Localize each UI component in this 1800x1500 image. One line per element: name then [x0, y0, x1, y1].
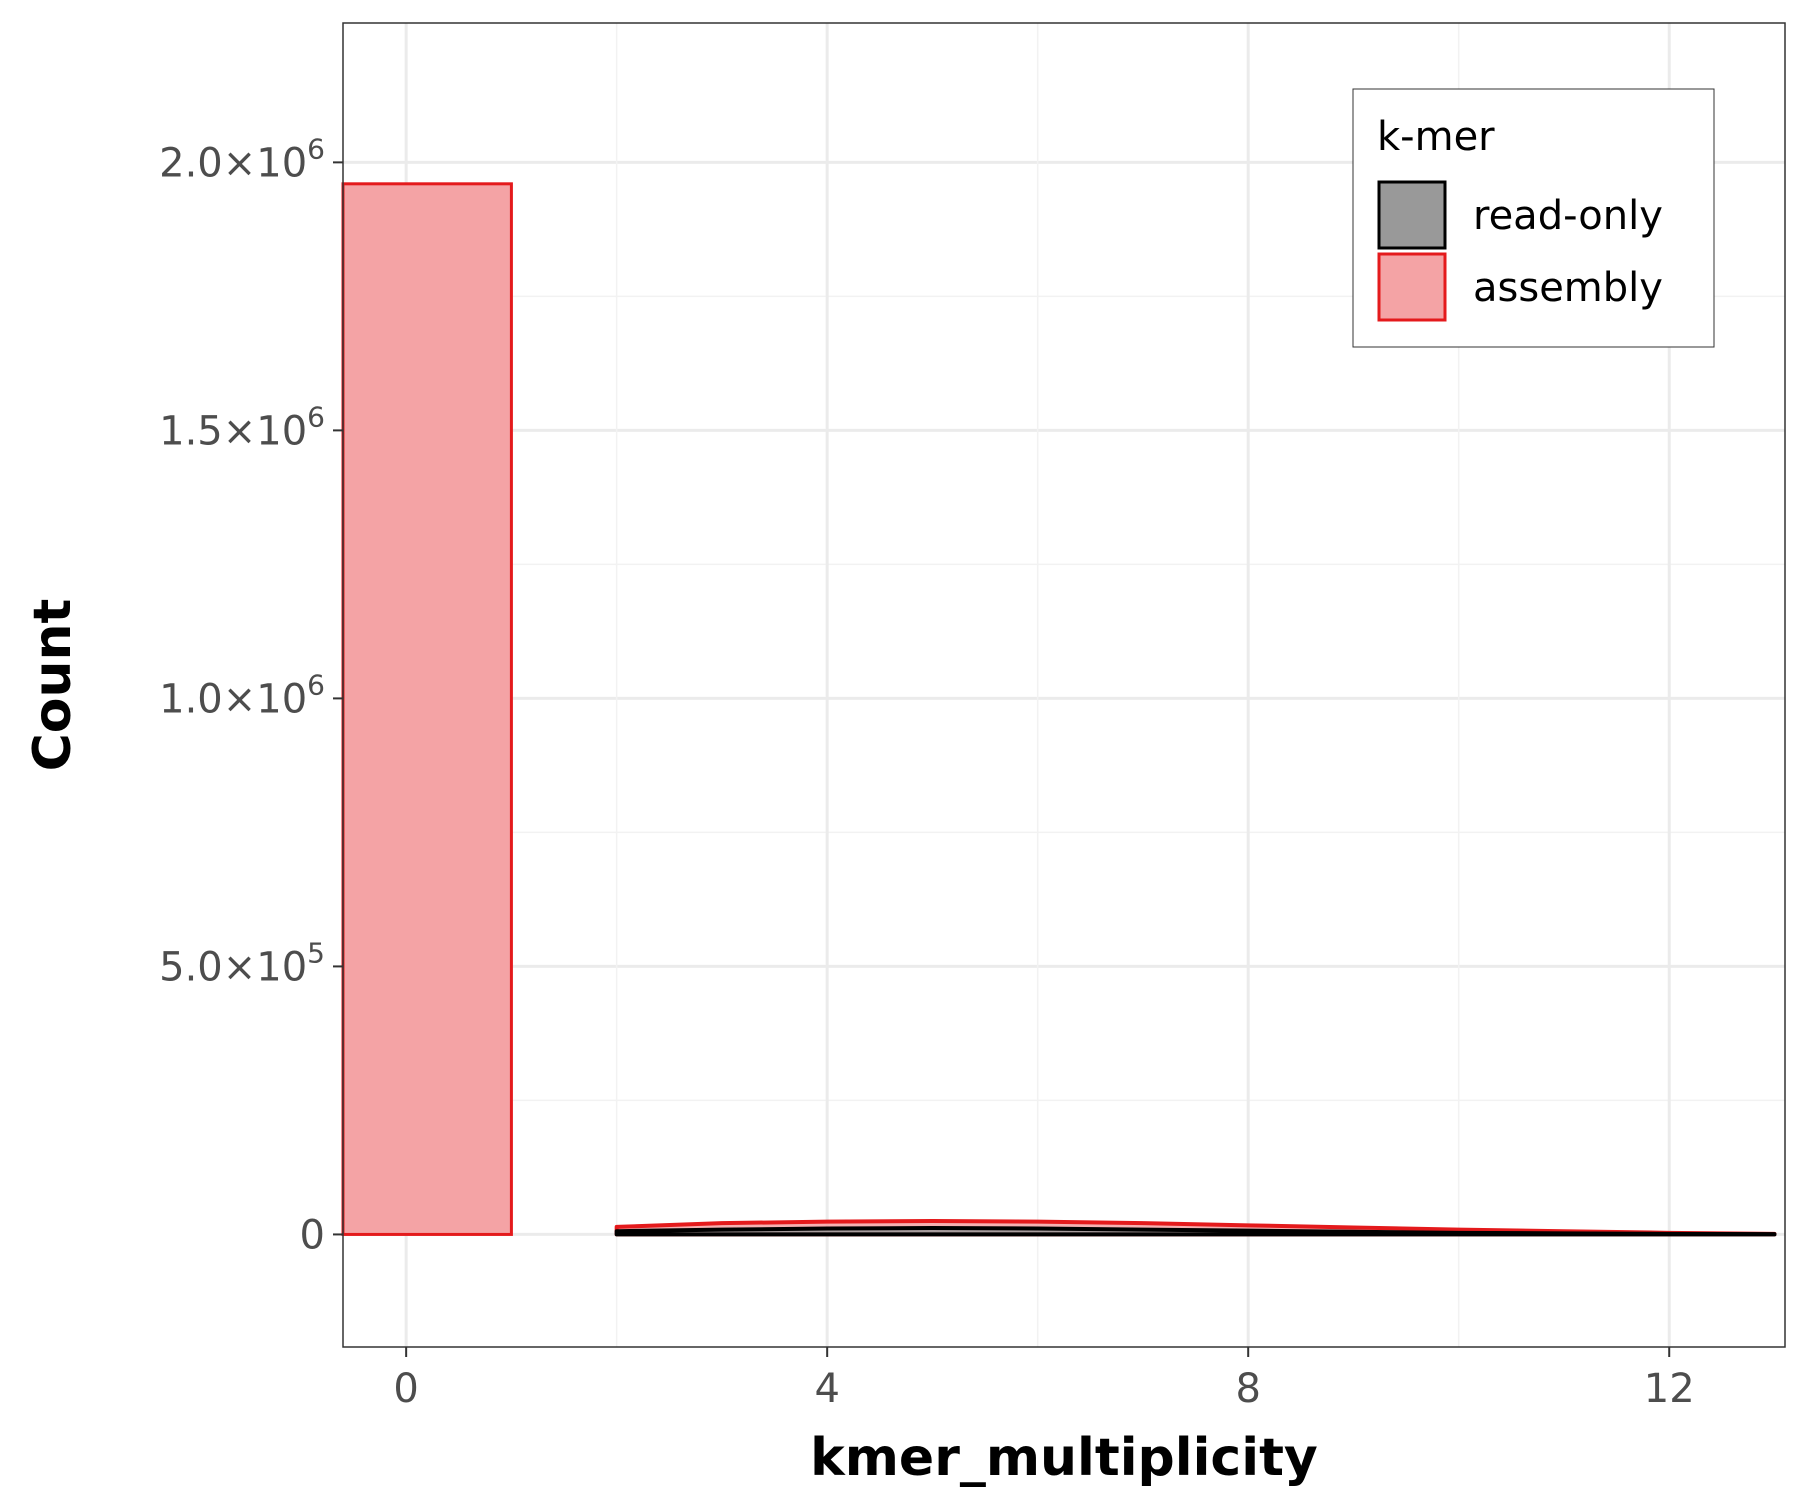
legend-title: k-mer — [1377, 114, 1495, 160]
y-tick-label: 5.0×105 — [159, 936, 325, 990]
y-tick-label: 2.0×106 — [159, 132, 325, 186]
x-tick-label: 8 — [1235, 1366, 1260, 1412]
x-tick-label: 12 — [1644, 1366, 1695, 1412]
area-read-only — [614, 1226, 1777, 1237]
plot-series — [341, 182, 1777, 1237]
legend-key-assembly — [1377, 252, 1447, 322]
panel-border — [342, 22, 1786, 1348]
x-tick-label: 4 — [814, 1366, 839, 1412]
y-tick-label: 0 — [300, 1212, 325, 1258]
grid — [343, 23, 1785, 1347]
legend-key-read-only — [1377, 180, 1447, 250]
bar-assembly — [341, 182, 513, 1236]
x-axis: 0 4 8 12 — [393, 1347, 1695, 1412]
legend-label-assembly: assembly — [1473, 265, 1663, 311]
x-axis-title: kmer_multiplicity — [810, 1428, 1318, 1488]
y-tick-label: 1.0×106 — [159, 668, 325, 722]
legend-label-read-only: read-only — [1473, 193, 1663, 239]
x-tick-label: 0 — [393, 1366, 418, 1412]
y-axis: 0 5.0×105 1.0×106 1.5×106 2.0×106 — [159, 132, 343, 1258]
y-axis-title: Count — [23, 599, 83, 772]
legend: k-mer read-only assembly — [1352, 88, 1715, 348]
y-tick-label: 1.5×106 — [159, 400, 325, 454]
